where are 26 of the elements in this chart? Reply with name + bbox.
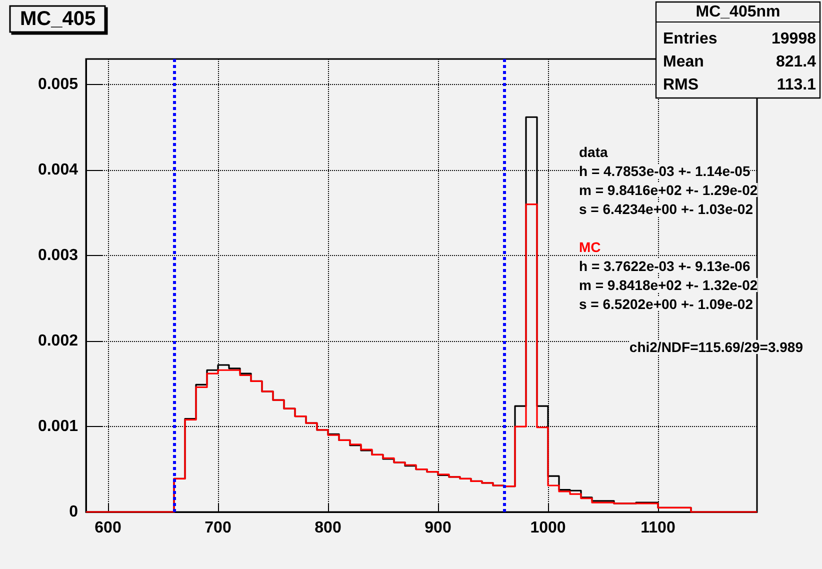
text: Entries 19998 [663,30,816,48]
x-tick-label: 900 [424,520,452,536]
chart-title: MC_405 [20,8,96,30]
text: MC [579,239,601,255]
y-tick-label: 0.002 [38,332,78,350]
text: MC_405nm [696,4,780,20]
x-tick-label: 600 [94,520,122,536]
annotation: m = 9.8418e+02 +- 1.32e-02 [579,277,758,293]
y-tick-label: 0.005 [38,76,78,94]
y-tick-label: 0.004 [38,162,78,179]
annotation: s = 6.4234e+00 +- 1.03e-02 [579,201,754,217]
y-tick-label: 0.001 [38,418,78,436]
x-tick-label: 1000 [530,520,566,536]
annotation: m = 9.8416e+02 +- 1.29e-02 [579,182,758,198]
x-tick-label: 800 [314,520,342,536]
text: RMS 113.1 [663,76,816,94]
text: data [579,144,608,160]
y-tick-label: 0 [69,504,78,520]
x-tick-label: 1100 [640,520,676,536]
annotation: h = 3.7622e-03 +- 9.13e-06 [579,258,750,274]
text: Mean 821.4 [663,54,816,70]
annotation: chi2/NDF=115.69/29=3.989 [629,339,804,355]
y-tick-label: 0.003 [38,247,78,264]
annotation: s = 6.5202e+00 +- 1.09e-02 [579,296,754,312]
x-tick-label: 700 [204,520,232,536]
annotation: h = 4.7853e-03 +- 1.14e-05 [579,163,750,179]
